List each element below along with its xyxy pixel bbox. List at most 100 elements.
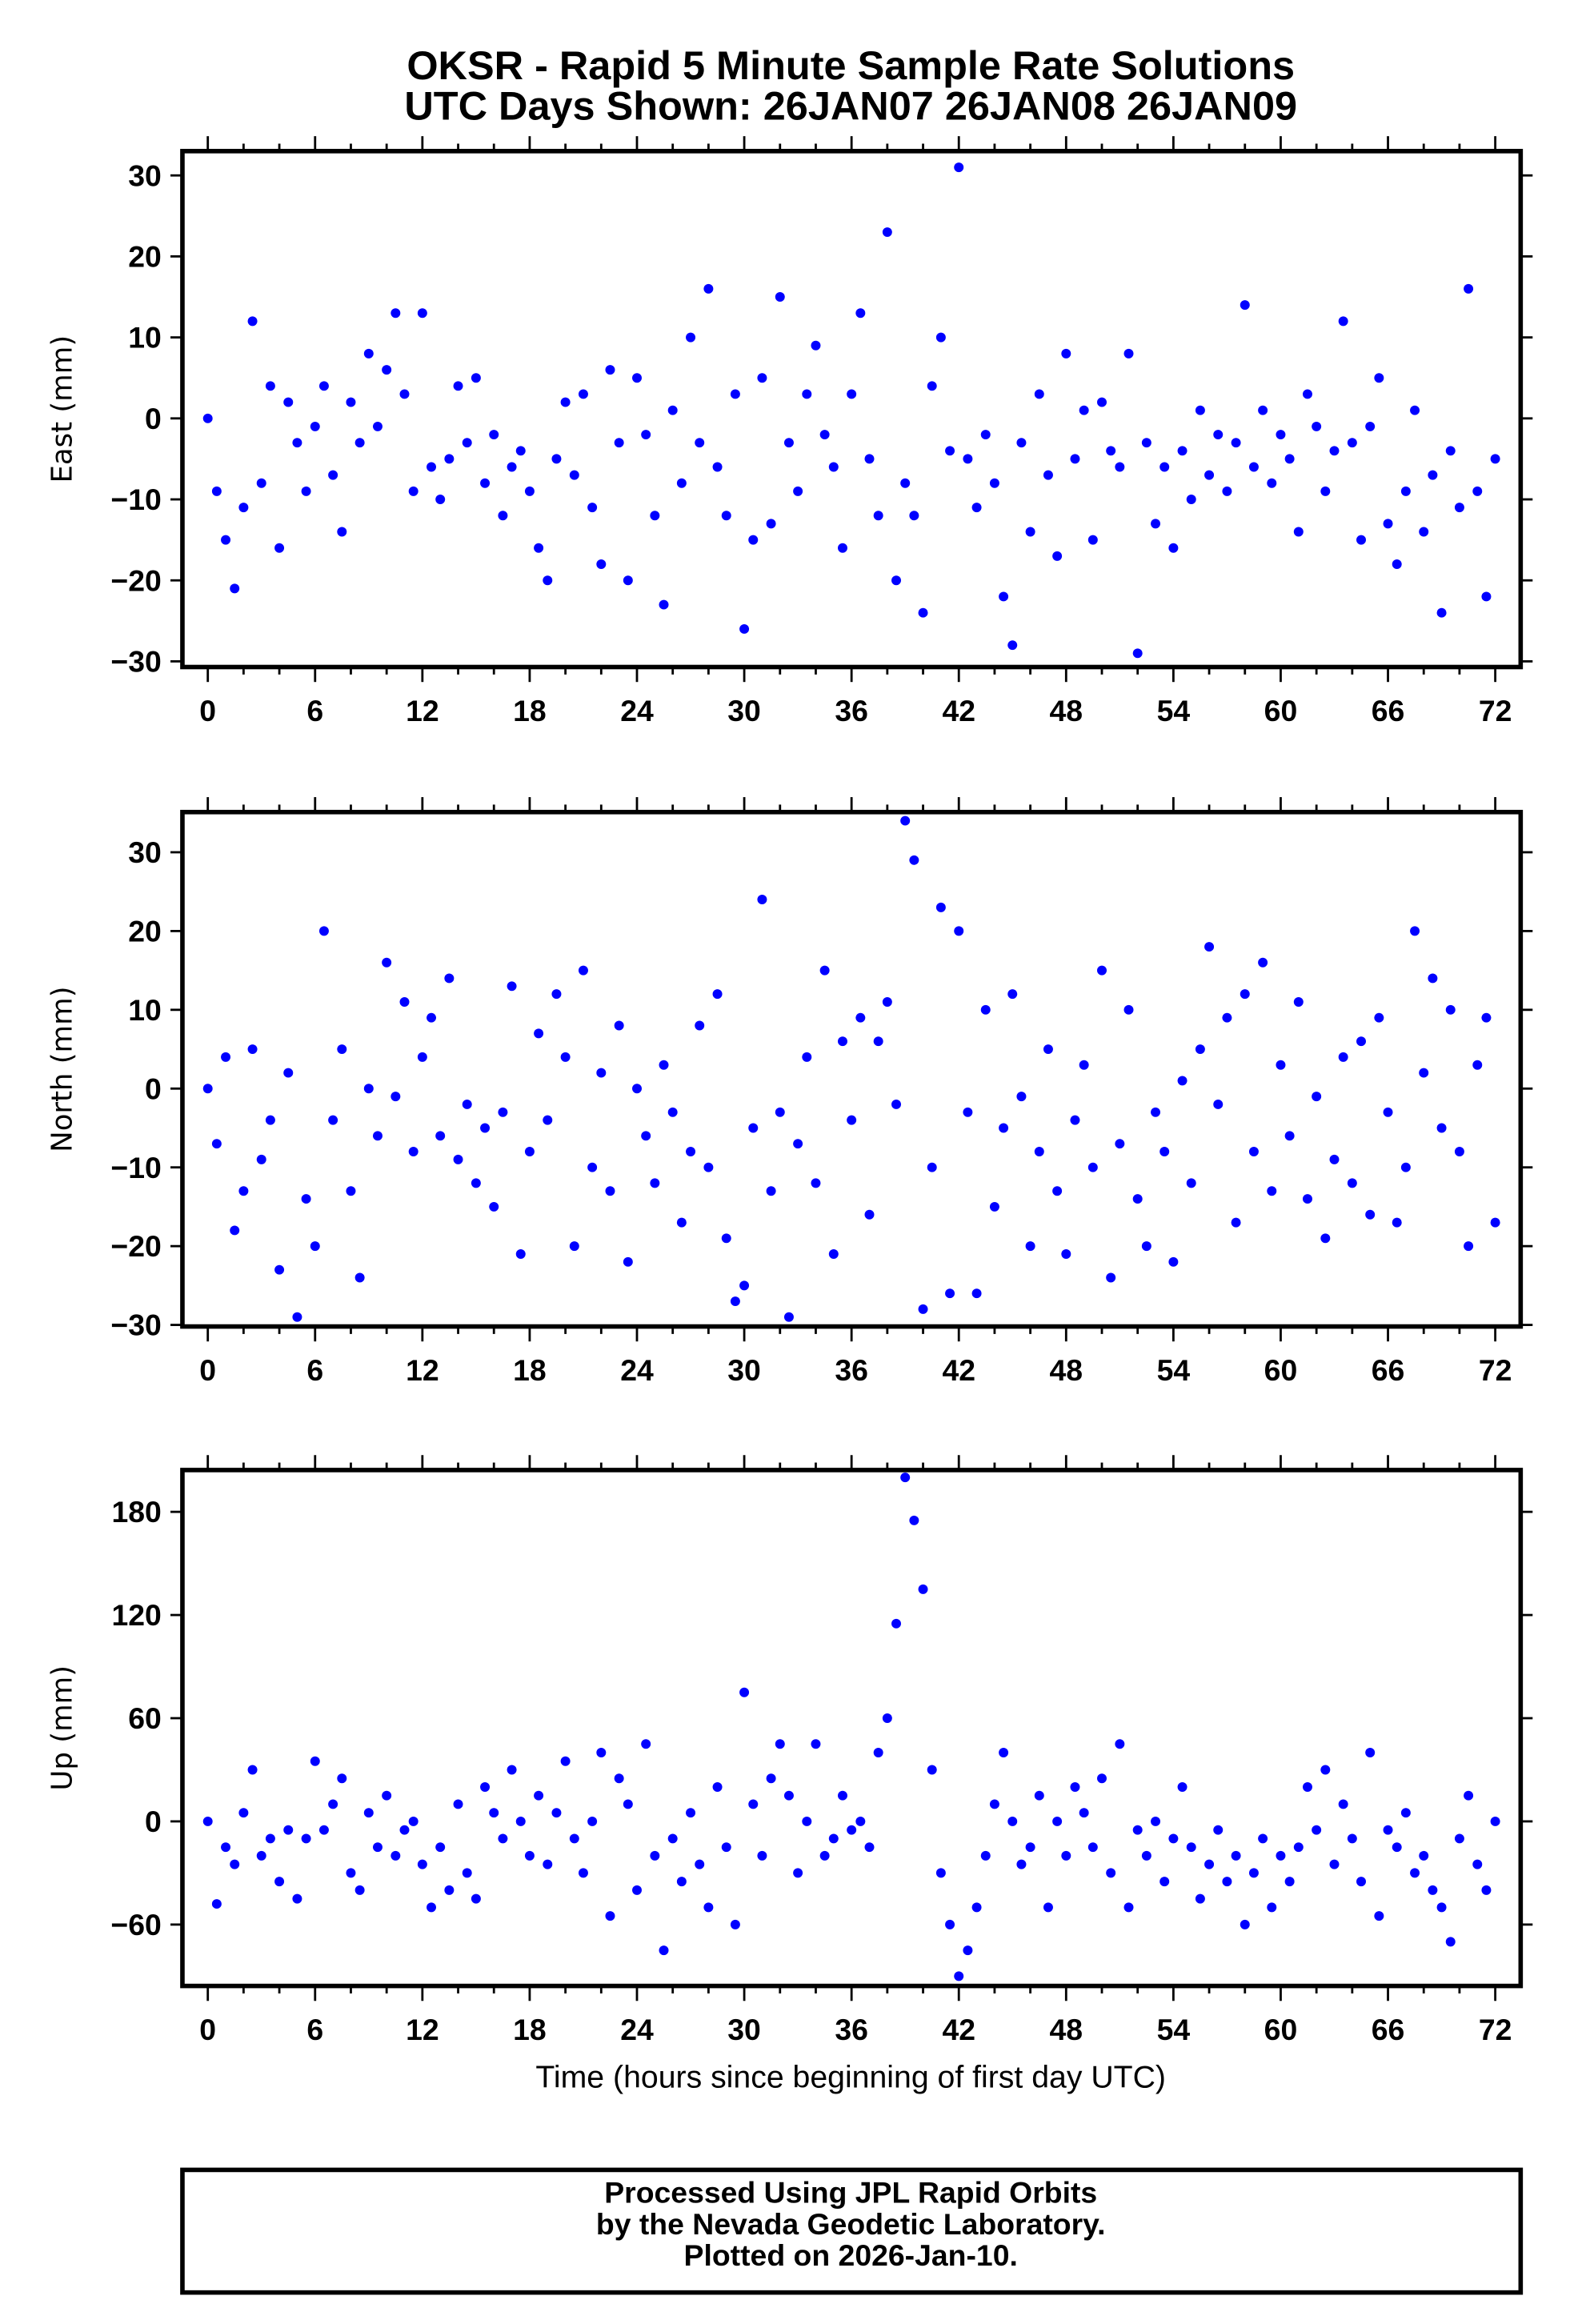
data-point [783,1790,794,1801]
y-tick-label: 180 [111,1495,161,1529]
x-tick-label: 24 [620,694,654,727]
data-point [676,478,687,488]
data-point [283,1068,294,1078]
data-point [480,478,491,488]
data-point [855,308,866,319]
data-point [1284,454,1295,464]
data-point [318,381,329,391]
data-point [453,1799,463,1809]
data-point [1204,470,1215,480]
data-point [354,1272,365,1283]
data-point [1087,1842,1098,1853]
data-point [417,1859,427,1869]
data-point [1365,1209,1376,1220]
data-point [1410,926,1420,936]
data-point [1472,1859,1483,1869]
x-tick-label: 12 [406,1353,439,1387]
data-point [382,957,392,968]
y-tick-label: 20 [128,914,162,948]
y-tick-label: −30 [110,644,161,678]
x-tick-label: 30 [727,694,761,727]
data-point [247,316,258,327]
data-point [247,1765,258,1775]
data-point [882,997,892,1007]
data-point [427,1012,437,1023]
data-point [247,1044,258,1055]
chart-title-line1: OKSR - Rapid 5 Minute Sample Rate Soluti… [407,42,1295,88]
data-point [802,389,812,399]
data-point [623,1256,633,1267]
x-tick-label: 36 [835,2013,868,2046]
data-point [1374,1911,1384,1921]
data-point [489,430,499,440]
data-point [811,340,821,351]
data-point [989,1201,999,1212]
data-point [686,1147,696,1156]
data-point [1338,316,1348,327]
x-tick-label: 0 [199,1353,216,1387]
plot-frame [180,149,1524,670]
data-point [1320,1233,1331,1244]
data-point [1356,535,1366,545]
data-point [659,599,669,610]
data-point [999,1748,1009,1757]
x-tick-label: 12 [406,694,439,727]
data-point [1356,1036,1366,1047]
data-point [328,470,338,480]
data-point [399,1825,410,1835]
data-point [382,1790,392,1801]
data-point [1276,1060,1286,1070]
data-point [667,1107,678,1117]
data-point [1151,519,1161,529]
data-point [498,1107,508,1117]
y-tick-label: −10 [110,1151,161,1184]
data-point [659,1060,669,1070]
data-point [274,1264,285,1275]
data-point [935,1868,946,1878]
data-point [828,1249,839,1259]
data-point [650,511,660,521]
data-point [828,462,839,472]
data-point [292,1312,302,1322]
data-point [310,421,320,431]
data-point [605,1186,615,1196]
data-point [1445,446,1456,456]
data-point [1464,283,1474,294]
data-point [578,965,588,976]
data-point [686,332,696,343]
data-point [1383,1107,1393,1117]
data-point [667,405,678,415]
data-point [1061,1249,1071,1259]
data-point [310,1241,320,1252]
data-point [1248,1868,1259,1878]
data-point [1079,1060,1089,1070]
data-point [775,1739,785,1749]
footer-line2: by the Nevada Geodetic Laboratory. [596,2207,1106,2241]
data-point [1392,1842,1402,1853]
data-point [802,1816,812,1826]
data-point [1436,1902,1447,1913]
x-tick-label: 66 [1372,694,1405,727]
data-point [971,1288,982,1299]
y-tick-label: 20 [128,239,162,273]
x-tick-label: 30 [727,1353,761,1387]
data-point [1302,389,1312,399]
data-point [524,1850,535,1861]
data-point [346,1186,356,1196]
data-point [980,1850,991,1861]
data-point [1267,1186,1277,1196]
data-point [444,973,455,984]
data-point [524,486,535,496]
data-point [551,1808,562,1818]
data-point [221,535,231,545]
data-point [480,1123,491,1133]
data-point [1329,1154,1340,1164]
data-point [274,1877,285,1887]
data-point [1007,989,1018,1000]
data-point [524,1147,535,1156]
data-point [265,381,275,391]
x-tick-label: 30 [727,2013,761,2046]
data-point [221,1052,231,1062]
data-point [408,486,419,496]
x-tick-label: 72 [1479,1353,1512,1387]
